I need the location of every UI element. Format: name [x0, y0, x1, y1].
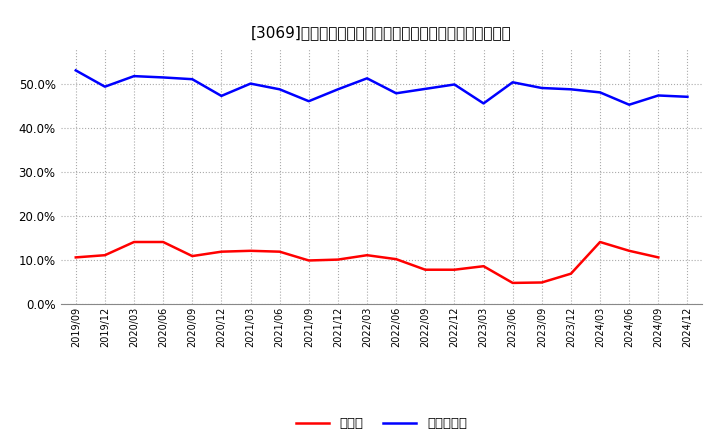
現頰金: [625, 248, 634, 253]
有利子負債: [595, 90, 604, 95]
有利子負債: [508, 80, 517, 85]
有利子負債: [188, 77, 197, 82]
有利子負債: [480, 101, 488, 106]
現頰金: [246, 248, 255, 253]
現頰金: [480, 264, 488, 269]
現頰金: [130, 239, 138, 245]
有利子負債: [654, 93, 662, 98]
有利子負債: [567, 87, 575, 92]
現頰金: [101, 253, 109, 258]
現頰金: [567, 271, 575, 276]
有利子負債: [159, 75, 168, 80]
現頰金: [508, 280, 517, 286]
有利子負債: [246, 81, 255, 86]
現頰金: [595, 239, 604, 245]
現頰金: [450, 267, 459, 272]
現頰金: [392, 257, 400, 262]
有利子負債: [305, 99, 313, 104]
現頰金: [188, 253, 197, 259]
有利子負債: [71, 68, 80, 73]
有利子負債: [537, 85, 546, 91]
有利子負債: [217, 93, 226, 99]
現頰金: [71, 255, 80, 260]
有利子負債: [392, 91, 400, 96]
現頰金: [217, 249, 226, 254]
有利子負債: [421, 86, 430, 92]
有利子負債: [450, 82, 459, 87]
現頰金: [305, 258, 313, 263]
現頰金: [537, 280, 546, 285]
有利子負債: [101, 84, 109, 89]
現頰金: [421, 267, 430, 272]
現頰金: [159, 239, 168, 245]
現頰金: [333, 257, 342, 262]
Line: 有利子負債: 有利子負債: [76, 70, 688, 105]
現頰金: [363, 253, 372, 258]
有利子負債: [625, 102, 634, 107]
有利子負債: [130, 73, 138, 79]
有利子負債: [363, 76, 372, 81]
Title: [3069]　現頰金、有利子負債の総資産に対する比率の推移: [3069] 現頰金、有利子負債の総資産に対する比率の推移: [251, 25, 512, 40]
有利子負債: [683, 94, 692, 99]
Legend: 現頰金, 有利子負債: 現頰金, 有利子負債: [296, 418, 467, 430]
有利子負債: [333, 87, 342, 92]
現頰金: [654, 255, 662, 260]
有利子負債: [275, 87, 284, 92]
Line: 現頰金: 現頰金: [76, 242, 658, 283]
現頰金: [275, 249, 284, 254]
